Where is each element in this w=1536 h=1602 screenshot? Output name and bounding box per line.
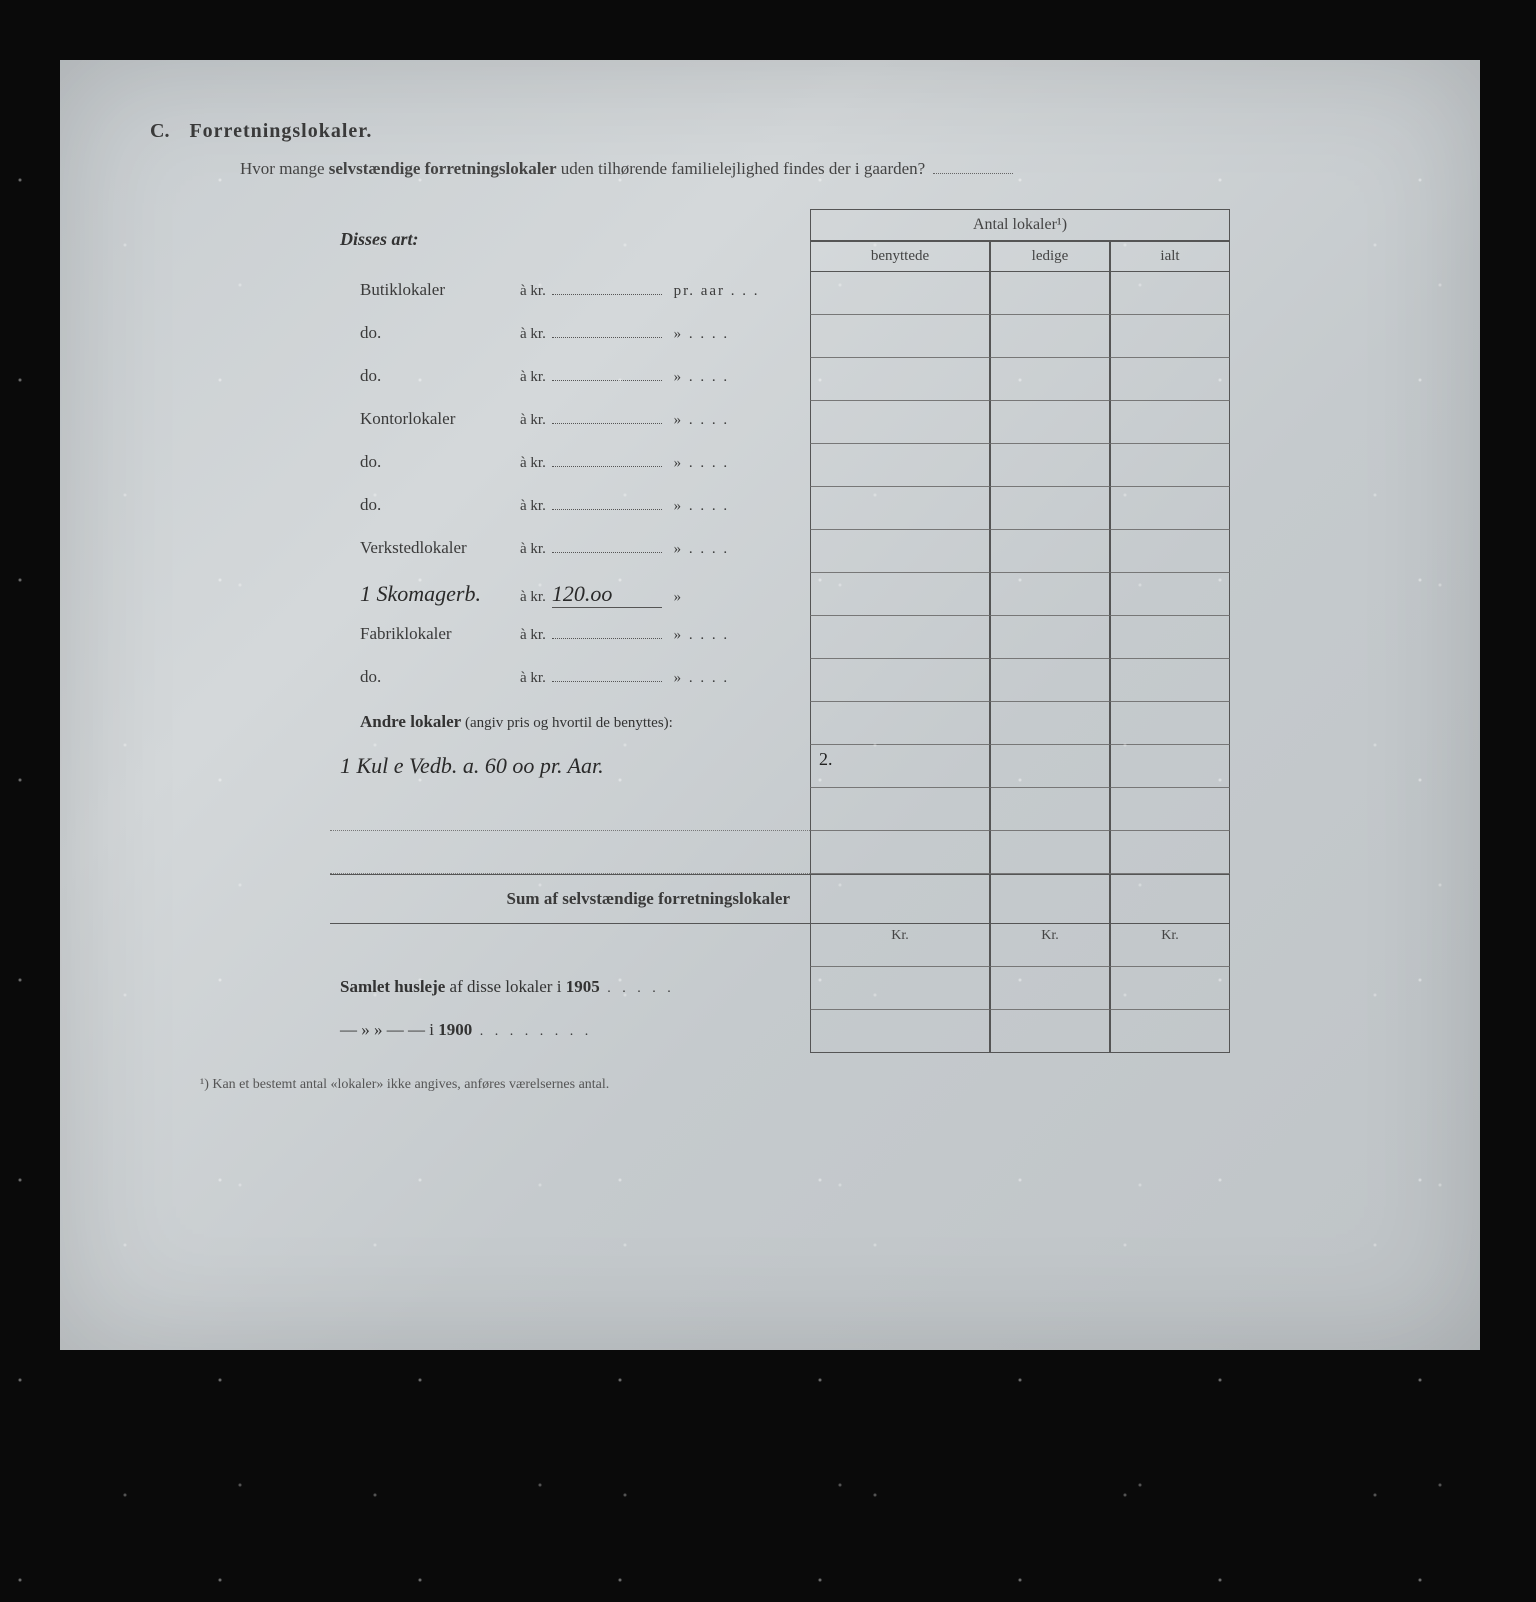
cell	[990, 272, 1110, 315]
cell	[990, 788, 1110, 831]
sum-label: Sum af selvstændige forretningslokaler	[330, 874, 810, 924]
footnote: ¹) Kan et bestemt antal «lokaler» ikke a…	[200, 1077, 1390, 1093]
husleje-bold: Samlet husleje	[340, 977, 445, 996]
table-row-label: Fabriklokalerà kr. » . . . .	[330, 616, 810, 659]
cell	[810, 487, 990, 530]
andre-row: 1 Kul e Vedb. a. 60 oo pr. Aar.	[330, 745, 810, 788]
andre-bold: Andre lokaler	[360, 712, 461, 731]
year-1905: 1905	[566, 977, 600, 996]
andre-row	[330, 831, 810, 874]
header-group: Antal lokaler¹)	[810, 209, 1230, 241]
cell	[1110, 315, 1230, 358]
cell	[990, 315, 1110, 358]
col-benyttede: benyttede	[810, 241, 990, 272]
cell	[810, 1010, 990, 1053]
table-row-label: do.à kr. » . . . .	[330, 358, 810, 401]
header-left: Disses art:	[330, 209, 810, 272]
table-row-label: do.à kr. » . . . .	[330, 315, 810, 358]
scanned-page: C. Forretningslokaler. Hvor mange selvst…	[60, 60, 1480, 1350]
table-row-label: do.à kr. » . . . .	[330, 487, 810, 530]
kr-label: Kr.	[990, 924, 1110, 967]
cell	[810, 967, 990, 1010]
answer-blank	[933, 173, 1013, 174]
col-ledige: ledige	[990, 241, 1110, 272]
table-row-label: 1 Skomagerb.à kr.120.oo »	[330, 573, 810, 616]
cell	[810, 530, 990, 573]
cell	[1110, 745, 1230, 788]
cell	[1110, 401, 1230, 444]
main-table: Disses art: Antal lokaler¹) benyttede le…	[330, 209, 1350, 1053]
cell	[1110, 788, 1230, 831]
cell	[990, 530, 1110, 573]
cell	[990, 616, 1110, 659]
andre-row	[330, 788, 810, 831]
form-paper: C. Forretningslokaler. Hvor mange selvst…	[110, 100, 1430, 1310]
cell	[1110, 358, 1230, 401]
cell	[1110, 1010, 1230, 1053]
cell	[990, 702, 1110, 745]
section-title: Forretningslokaler.	[189, 120, 372, 143]
cell	[810, 659, 990, 702]
kr-label: Kr.	[1110, 924, 1230, 967]
q-prefix: Hvor mange	[240, 159, 329, 178]
kr-label: Kr.	[810, 924, 990, 967]
blank	[330, 924, 810, 967]
cell	[1110, 831, 1230, 874]
cell: 2.	[810, 745, 990, 788]
cell	[1110, 616, 1230, 659]
cell	[990, 745, 1110, 788]
cell	[810, 358, 990, 401]
cell	[810, 702, 990, 745]
cell	[1110, 967, 1230, 1010]
cell	[810, 444, 990, 487]
cell	[990, 487, 1110, 530]
cell	[810, 401, 990, 444]
husleje2-prefix: — » » — — i	[340, 1020, 438, 1039]
husleje-1905: Samlet husleje af disse lokaler i 1905 .…	[330, 967, 810, 1010]
col-ialt: ialt	[1110, 241, 1230, 272]
cell	[990, 1010, 1110, 1053]
table-row-label: do.à kr. » . . . .	[330, 444, 810, 487]
husleje-1900: — » » — — i 1900 . . . . . . . .	[330, 1010, 810, 1053]
cell	[810, 831, 990, 874]
cell	[1110, 659, 1230, 702]
q-bold: selvstændige forretningslokaler	[329, 159, 557, 178]
cell	[990, 659, 1110, 702]
cell	[990, 358, 1110, 401]
dots: . . . . .	[600, 981, 675, 996]
cell	[1110, 272, 1230, 315]
cell	[990, 401, 1110, 444]
cell	[810, 315, 990, 358]
cell	[810, 874, 990, 924]
cell	[1110, 530, 1230, 573]
andre-lokaler-heading: Andre lokaler (angiv pris og hvortil de …	[330, 702, 810, 745]
dots: . . . . . . . .	[472, 1024, 592, 1039]
question-line: Hvor mange selvstændige forretningslokal…	[240, 159, 1390, 179]
table-row-label: Verkstedlokalerà kr. » . . . .	[330, 530, 810, 573]
husleje-text: af disse lokaler i	[445, 977, 565, 996]
year-1900: 1900	[438, 1020, 472, 1039]
cell	[1110, 444, 1230, 487]
cell	[990, 831, 1110, 874]
cell	[1110, 573, 1230, 616]
cell	[1110, 874, 1230, 924]
section-header: C. Forretningslokaler.	[150, 120, 1390, 143]
cell	[990, 573, 1110, 616]
cell	[990, 874, 1110, 924]
cell	[810, 788, 990, 831]
cell	[1110, 487, 1230, 530]
cell	[810, 272, 990, 315]
andre-paren: (angiv pris og hvortil de benyttes):	[461, 715, 673, 731]
q-suffix: uden tilhørende familielejlighed findes …	[561, 159, 925, 178]
cell	[810, 616, 990, 659]
cell	[990, 444, 1110, 487]
cell	[990, 967, 1110, 1010]
table-row-label: Kontorlokalerà kr. » . . . .	[330, 401, 810, 444]
table-row-label: do.à kr. » . . . .	[330, 659, 810, 702]
cell	[1110, 702, 1230, 745]
table-row-label: Butiklokalerà kr. pr. aar . . .	[330, 272, 810, 315]
section-letter: C.	[150, 120, 169, 143]
cell	[810, 573, 990, 616]
